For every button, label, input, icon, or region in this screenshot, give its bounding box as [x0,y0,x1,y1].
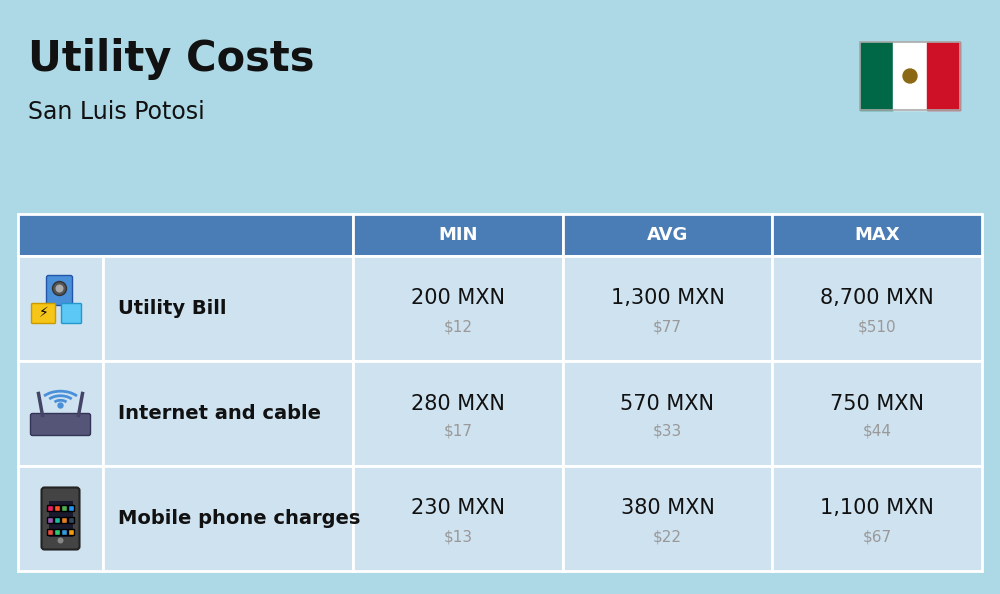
Text: $33: $33 [653,424,682,439]
Bar [772,256,982,361]
Text: 200 MXN: 200 MXN [411,289,505,308]
Bar [103,466,353,571]
Text: 380 MXN: 380 MXN [621,498,714,519]
Bar [18,361,103,466]
Text: 8,700 MXN: 8,700 MXN [820,289,934,308]
FancyBboxPatch shape [62,304,82,324]
Text: 1,300 MXN: 1,300 MXN [611,289,724,308]
FancyBboxPatch shape [54,529,60,536]
Text: Utility Costs: Utility Costs [28,38,314,80]
Text: $77: $77 [653,319,682,334]
Circle shape [58,538,64,544]
FancyBboxPatch shape [62,505,68,511]
Text: 1,100 MXN: 1,100 MXN [820,498,934,519]
FancyBboxPatch shape [62,517,68,523]
Bar [563,361,772,466]
Text: San Luis Potosi: San Luis Potosi [28,100,205,124]
Bar [772,466,982,571]
FancyBboxPatch shape [68,517,74,523]
Bar [927,42,960,110]
FancyBboxPatch shape [68,505,74,511]
Circle shape [58,403,63,408]
Bar [103,256,353,361]
Text: 570 MXN: 570 MXN [620,393,714,413]
FancyBboxPatch shape [68,529,74,536]
Bar [772,361,982,466]
Text: Utility Bill: Utility Bill [118,299,226,318]
Bar [18,466,103,571]
Text: MAX: MAX [854,226,900,244]
Text: MIN: MIN [438,226,478,244]
FancyBboxPatch shape [48,529,54,536]
Text: $22: $22 [653,529,682,544]
Bar [893,42,927,110]
FancyBboxPatch shape [42,488,80,549]
Bar [353,361,563,466]
Text: $67: $67 [863,529,892,544]
FancyBboxPatch shape [32,304,56,324]
Text: 280 MXN: 280 MXN [411,393,505,413]
Text: $13: $13 [443,529,472,544]
FancyBboxPatch shape [48,505,54,511]
Bar [353,214,563,256]
Text: $44: $44 [863,424,892,439]
Text: 750 MXN: 750 MXN [830,393,924,413]
FancyBboxPatch shape [62,529,68,536]
FancyBboxPatch shape [48,517,54,523]
Text: Mobile phone charges: Mobile phone charges [118,509,360,528]
Circle shape [52,282,66,295]
FancyBboxPatch shape [46,276,72,305]
Text: 230 MXN: 230 MXN [411,498,505,519]
Bar [563,214,772,256]
Circle shape [903,69,917,83]
Bar [563,466,772,571]
Bar [353,256,563,361]
Bar [860,42,893,110]
Text: $12: $12 [443,319,472,334]
Text: ⚡: ⚡ [39,307,48,321]
FancyBboxPatch shape [54,505,60,511]
Circle shape [56,285,64,292]
FancyBboxPatch shape [30,413,90,435]
Bar [103,361,353,466]
Bar [48,501,72,536]
Bar [860,42,960,110]
Text: AVG: AVG [647,226,688,244]
Text: Internet and cable: Internet and cable [118,404,321,423]
Bar [772,214,982,256]
Bar [18,214,353,256]
FancyBboxPatch shape [54,517,60,523]
Text: $17: $17 [443,424,472,439]
Bar [353,466,563,571]
Text: $510: $510 [858,319,896,334]
Bar [18,256,103,361]
Bar [563,256,772,361]
